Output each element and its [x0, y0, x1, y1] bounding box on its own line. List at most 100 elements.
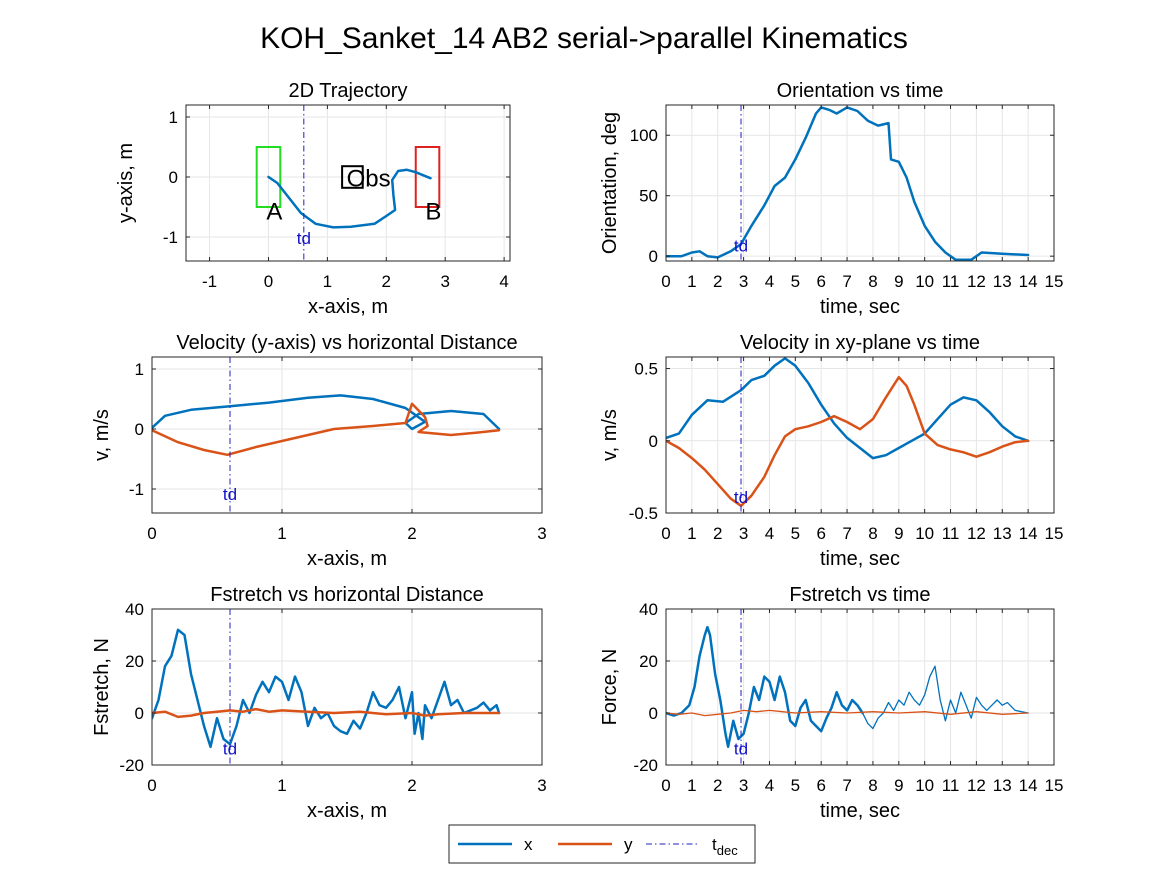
x-tick-label: 2 [407, 524, 416, 543]
axes-title: 2D Trajectory [289, 80, 408, 102]
y-tick-label: 0 [649, 704, 658, 723]
y-tick-label: 0 [135, 704, 144, 723]
series-line-x-0 [267, 168, 432, 229]
x-tick-label: 6 [816, 524, 825, 543]
plot-area [152, 357, 542, 513]
x-tick-label: 2 [713, 272, 722, 291]
x-tick-label: 15 [1045, 776, 1064, 795]
x-tick-label: 14 [1019, 524, 1038, 543]
x-tick-label: 6 [816, 776, 825, 795]
x-tick-label: 1 [687, 776, 696, 795]
series-group [666, 357, 1030, 508]
y-tick-label: -1 [129, 480, 144, 499]
y-tick-label: 40 [639, 600, 658, 619]
x-tick-label: 10 [915, 272, 934, 291]
legend-label-subscript: dec [717, 843, 738, 858]
legend-label-y: y [624, 835, 633, 854]
x-tick-label: 7 [842, 272, 851, 291]
region-rect-0 [255, 146, 282, 208]
region-rect-2 [414, 146, 441, 208]
x-tick-label: 3 [739, 524, 748, 543]
x-tick-label: 4 [499, 272, 508, 291]
region-rect-1 [341, 165, 364, 189]
y-axis-label: v, m/s [91, 409, 113, 461]
y-axis-label: v, m/s [599, 409, 621, 461]
x-tick-label: 2 [713, 524, 722, 543]
series-line-x-0 [666, 357, 1030, 460]
axes-title: Velocity (y-axis) vs horizontal Distance [176, 332, 517, 354]
legend-label-text: y [624, 835, 633, 854]
legend-label-x: x [524, 835, 533, 854]
annotation-a: A [266, 198, 282, 225]
x-tick-label: 1 [323, 272, 332, 291]
axes-fs_time: td0 1 2 3 4 5 6 7 8 9 10 11 12 13 14 15-2002040Fstretch… [599, 584, 1063, 822]
x-tick-label: 4 [765, 776, 774, 795]
series-line-y-1 [152, 707, 501, 719]
x-tick-label: 1 [277, 524, 286, 543]
axes-vel_time: td0 1 2 3 4 5 6 7 8 9 10 11 12 13 14 15-0.500.5Velocity… [599, 332, 1063, 570]
x-tick-label: 3 [739, 776, 748, 795]
series-line-y-1 [666, 375, 1030, 508]
series-line-x-0 [666, 106, 1030, 261]
annotation-obs: Obs [347, 165, 391, 192]
series-group [666, 625, 1029, 749]
y-tick-label: 1 [169, 108, 178, 127]
x-tick-label: 1 [687, 272, 696, 291]
x-tick-label: 3 [739, 272, 748, 291]
x-tick-label: 0 [661, 524, 670, 543]
y-tick-label: 0.5 [634, 360, 658, 379]
td-label: td [223, 485, 237, 504]
x-tick-label: 11 [942, 776, 960, 795]
y-axis-label: Force, N [599, 649, 621, 726]
x-tick-label: 12 [967, 524, 986, 543]
x-tick-label: 1 [277, 776, 286, 795]
axes-title: Velocity in xy-plane vs time [740, 332, 980, 354]
y-tick-label: 40 [125, 600, 144, 619]
annotation-b: B [425, 198, 441, 225]
y-tick-label: 20 [125, 652, 144, 671]
y-tick-label: -1 [163, 228, 178, 247]
series-line-x-0 [152, 628, 501, 749]
x-axis-label: x-axis, m [307, 800, 387, 822]
x-tick-label: 11 [942, 272, 960, 291]
series-group [267, 168, 432, 229]
x-tick-label: 1 [687, 524, 696, 543]
x-axis-label: time, sec [820, 296, 900, 318]
x-tick-label: 0 [147, 776, 156, 795]
axes-title: Orientation vs time [777, 80, 944, 102]
series-group [152, 628, 501, 749]
legend-label-text: t [712, 835, 717, 854]
legend: x y tdec [448, 824, 756, 864]
x-tick-label: 10 [915, 776, 934, 795]
x-tick-label: 3 [537, 776, 546, 795]
y-tick-label: 0 [649, 432, 658, 451]
x-tick-label: 2 [407, 776, 416, 795]
td-label: td [297, 229, 311, 248]
x-tick-label: 6 [816, 272, 825, 291]
x-tick-label: 5 [791, 776, 800, 795]
x-tick-label: 9 [894, 524, 903, 543]
x-tick-label: 4 [765, 272, 774, 291]
series-line-y-2 [666, 709, 1029, 717]
x-tick-label: 12 [967, 776, 986, 795]
y-tick-label: 0 [649, 247, 658, 266]
x-tick-label: -1 [202, 272, 217, 291]
axes-frame [185, 104, 511, 262]
series-line-x-0 [666, 625, 864, 749]
x-tick-label: 0 [661, 272, 670, 291]
axes-title: Fstretch vs horizontal Distance [210, 584, 483, 606]
x-tick-label: 12 [967, 272, 986, 291]
y-tick-label: 0 [169, 168, 178, 187]
x-tick-label: 3 [537, 524, 546, 543]
x-tick-label: 13 [993, 272, 1012, 291]
y-tick-label: -0.5 [629, 504, 658, 523]
x-axis-label: time, sec [820, 548, 900, 570]
y-tick-label: -20 [633, 756, 658, 775]
x-tick-label: 7 [842, 524, 851, 543]
axes-frame [151, 608, 543, 766]
y-axis-label: y-axis, m [115, 143, 137, 223]
x-axis-label: x-axis, m [307, 548, 387, 570]
axes-frame [151, 356, 543, 514]
